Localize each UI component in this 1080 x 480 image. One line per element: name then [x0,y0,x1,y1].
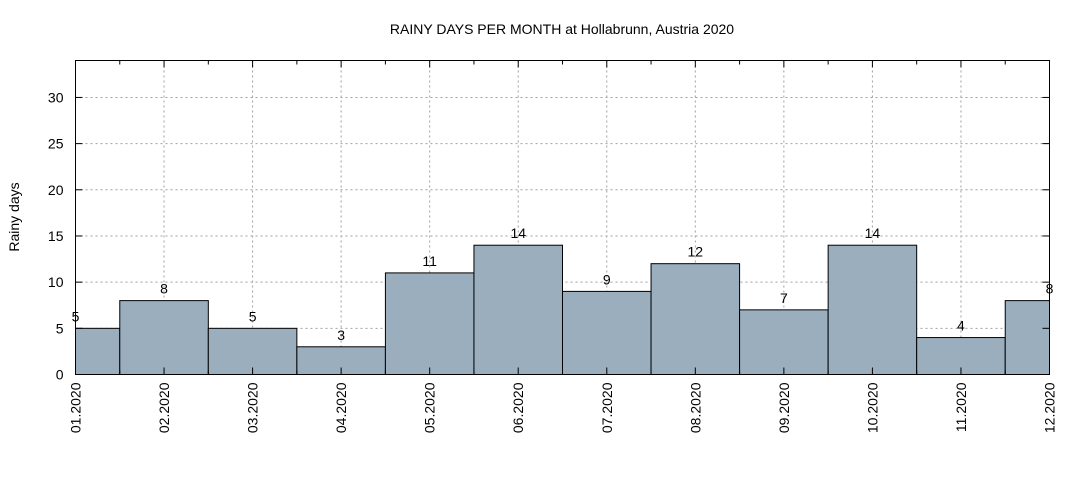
axis-labels: 0 5 10 15 20 25 30 5 8 5 3 11 14 9 12 7 14 4 8 01.2020 02.20… [48,89,1058,433]
y-tick-label: 5 [56,320,64,336]
bar-value-label: 7 [780,290,788,306]
bar-06.2020 [473,244,564,375]
bar-08.2020 [650,263,741,376]
bar-value-label: 14 [510,225,526,241]
bar-05.2020 [384,272,475,376]
bar-value-label: 8 [160,281,168,297]
x-tick-label: 11.2020 [953,382,969,432]
y-tick-label: 0 [56,367,64,383]
bar-value-label: 11 [422,253,437,269]
bars [75,244,1051,376]
y-tick-label: 25 [48,136,64,152]
plot-frame [75,60,1050,375]
bar-01.2020 [75,327,121,375]
y-axis-label: Rainy days [6,182,22,251]
y-tick-label: 30 [48,89,64,105]
x-tick-label: 02.2020 [156,382,172,433]
x-tick-label: 03.2020 [245,382,261,433]
x-tick-label: 12.2020 [1042,382,1058,433]
bar-value-label: 12 [688,244,704,260]
bar-value-label: 5 [72,308,80,324]
bar-03.2020 [207,327,298,375]
bar-02.2020 [119,300,209,375]
bar-12.2020 [1004,300,1051,375]
bar-09.2020 [739,309,829,375]
bar-value-label: 3 [337,327,345,343]
bar-value-label: 14 [865,225,881,241]
x-tick-label: 04.2020 [333,382,349,433]
x-tick-label: 01.2020 [68,382,84,433]
x-tick-label: 05.2020 [422,382,438,433]
bar-07.2020 [562,290,652,375]
y-tick-label: 10 [48,274,64,290]
x-tick-label: 08.2020 [687,382,703,433]
bar-value-label: 9 [603,271,611,287]
y-tick-label: 20 [48,182,64,198]
x-tick-label: 07.2020 [599,382,615,433]
x-tick-label: 10.2020 [864,382,880,433]
bar-value-label: 8 [1046,281,1054,297]
bar-value-label: 4 [957,318,965,334]
x-tick-label: 09.2020 [776,382,792,433]
bar-value-label: 5 [249,308,257,324]
y-tick-label: 15 [48,228,64,244]
bar-10.2020 [827,244,918,375]
chart-title: RAINY DAYS PER MONTH at Hollabrunn, Aust… [390,21,734,37]
x-tick-label: 06.2020 [510,382,526,433]
